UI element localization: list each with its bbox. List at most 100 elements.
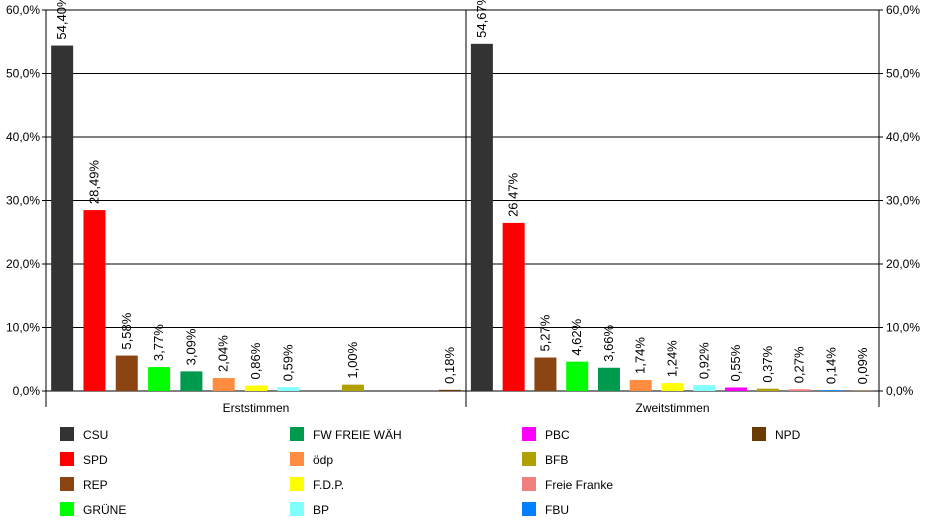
y-tick-label-left: 0,0%	[13, 384, 41, 398]
bar-erststimmen-odp	[212, 378, 235, 391]
legend-item-bp: BP	[290, 502, 329, 517]
y-tick-label-right: 10,0%	[886, 321, 920, 335]
y-tick-label-right: 50,0%	[886, 67, 920, 81]
legend-label: BFB	[545, 453, 568, 467]
y-tick-label-right: 20,0%	[886, 257, 920, 271]
legend-label: FBU	[545, 503, 569, 517]
legend-item-f-d-p: F.D.P.	[290, 477, 344, 492]
data-label-zweitstimmen-fw-freie-wah: 3,66%	[601, 324, 616, 361]
legend-item-fw-freie-wah: FW FREIE WÄH	[290, 427, 402, 442]
data-label-zweitstimmen-bp: 0,92%	[696, 342, 711, 379]
legend-label: REP	[83, 478, 108, 492]
x-category-label-erststimmen: Erststimmen	[223, 401, 290, 415]
data-label-zweitstimmen-bfb: 0,37%	[760, 345, 775, 382]
legend-swatch	[522, 452, 536, 466]
bar-zweitstimmen-fw-freie-wah	[597, 367, 620, 391]
data-label-erststimmen-f-d-p: 0,86%	[248, 342, 263, 379]
bar-zweitstimmen-pbc	[725, 387, 748, 391]
bar-zweitstimmen-f-d-p	[661, 383, 684, 391]
bar-erststimmen-f-d-p	[245, 385, 267, 391]
legend-swatch	[290, 452, 304, 466]
legend-item-fbu: FBU	[522, 502, 569, 517]
legend-label: BP	[313, 503, 329, 517]
y-tick-label-left: 20,0%	[6, 257, 40, 271]
y-tick-label-right: 30,0%	[886, 194, 920, 208]
data-label-erststimmen-odp: 2,04%	[216, 335, 231, 372]
data-label-erststimmen-fw-freie-wah: 3,09%	[183, 328, 198, 365]
data-label-zweitstimmen-spd: 26,47%	[506, 172, 521, 217]
legend-swatch	[522, 502, 536, 516]
legend-swatch	[522, 477, 536, 491]
legend-item-freie-franke: Freie Franke	[522, 477, 613, 492]
bar-zweitstimmen-freie-franke	[788, 389, 811, 391]
data-label-zweitstimmen-csu: 54,67%	[474, 0, 489, 38]
bar-erststimmen-csu	[51, 45, 74, 392]
bar-zweitstimmen-grune	[566, 361, 589, 391]
data-labels: 54,40% 28,49% 5,58% 3,77% 3,09% 2,04% 0,86% 0,5…	[54, 0, 870, 384]
x-category-label-zweitstimmen: Zweitstimmen	[635, 401, 709, 415]
y-tick-label-left: 30,0%	[6, 194, 40, 208]
legend-label: PBC	[545, 428, 570, 442]
data-label-erststimmen-csu: 54,40%	[54, 0, 69, 40]
legend-label: CSU	[83, 428, 108, 442]
y-tick-label-left: 50,0%	[6, 67, 40, 81]
bar-erststimmen-rep	[115, 355, 138, 391]
bar-zweitstimmen-npd	[852, 390, 875, 391]
legend-swatch	[752, 427, 766, 441]
gridlines	[46, 9, 879, 392]
legend-swatch	[60, 452, 74, 466]
y-tick-label-right: 40,0%	[886, 130, 920, 144]
data-label-erststimmen-bp: 0,59%	[280, 344, 295, 381]
legend-item-odp: ödp	[290, 452, 333, 467]
data-label-erststimmen-npd: 0,18%	[442, 347, 457, 384]
legend-swatch	[60, 502, 74, 516]
axes: 0,0% 0,0% 10,0% 10,0% 20,0% 20,0% 30,0% 30,0% 40…	[6, 3, 920, 415]
y-tick-label-left: 10,0%	[6, 321, 40, 335]
legend-item-npd: NPD	[752, 427, 801, 442]
y-tick-label-left: 60,0%	[6, 3, 40, 17]
bar-zweitstimmen-odp	[629, 379, 652, 391]
bar-zweitstimmen-rep	[534, 357, 557, 391]
data-label-zweitstimmen-grune: 4,62%	[569, 318, 584, 355]
data-label-zweitstimmen-fbu: 0,14%	[823, 347, 838, 384]
bar-zweitstimmen-fbu	[820, 390, 843, 391]
data-label-zweitstimmen-npd: 0,09%	[855, 347, 870, 384]
legend: CSU SPD REP GRÜNE FW FREIE WÄH ödp F.D.P. BP PBC…	[60, 427, 801, 517]
data-label-zweitstimmen-f-d-p: 1,24%	[665, 340, 680, 377]
legend-swatch	[290, 427, 304, 441]
bar-erststimmen-grune	[148, 367, 171, 391]
bar-erststimmen-npd	[438, 389, 461, 391]
legend-item-rep: REP	[60, 477, 108, 492]
legend-label: SPD	[83, 453, 108, 467]
y-tick-label-right: 0,0%	[886, 384, 914, 398]
legend-swatch	[522, 427, 536, 441]
legend-item-grune: GRÜNE	[60, 502, 126, 517]
bar-erststimmen-bfb	[341, 384, 364, 391]
data-label-zweitstimmen-freie-franke: 0,27%	[792, 346, 807, 383]
bar-zweitstimmen-csu	[470, 43, 493, 392]
bars	[51, 43, 875, 392]
legend-swatch	[60, 477, 74, 491]
legend-label: GRÜNE	[83, 503, 126, 517]
legend-label: FW FREIE WÄH	[313, 428, 402, 442]
legend-swatch	[290, 502, 304, 516]
y-tick-label-right: 60,0%	[886, 3, 920, 17]
data-label-erststimmen-rep: 5,58%	[119, 312, 134, 349]
data-label-zweitstimmen-odp: 1,74%	[633, 337, 648, 374]
data-label-erststimmen-bfb: 1,00%	[345, 341, 360, 378]
bar-erststimmen-bp	[277, 387, 300, 391]
legend-label: NPD	[775, 428, 801, 442]
legend-label: ödp	[313, 453, 333, 467]
data-label-zweitstimmen-rep: 5,27%	[537, 314, 552, 351]
bar-zweitstimmen-bp	[693, 385, 716, 391]
legend-swatch	[290, 477, 304, 491]
bar-erststimmen-spd	[83, 210, 106, 391]
bar-zweitstimmen-bfb	[756, 388, 779, 391]
legend-item-pbc: PBC	[522, 427, 570, 442]
y-tick-label-left: 40,0%	[6, 130, 40, 144]
legend-item-csu: CSU	[60, 427, 108, 442]
legend-swatch	[60, 427, 74, 441]
data-label-erststimmen-spd: 28,49%	[86, 160, 101, 205]
bar-erststimmen-fw-freie-wah	[180, 371, 203, 391]
